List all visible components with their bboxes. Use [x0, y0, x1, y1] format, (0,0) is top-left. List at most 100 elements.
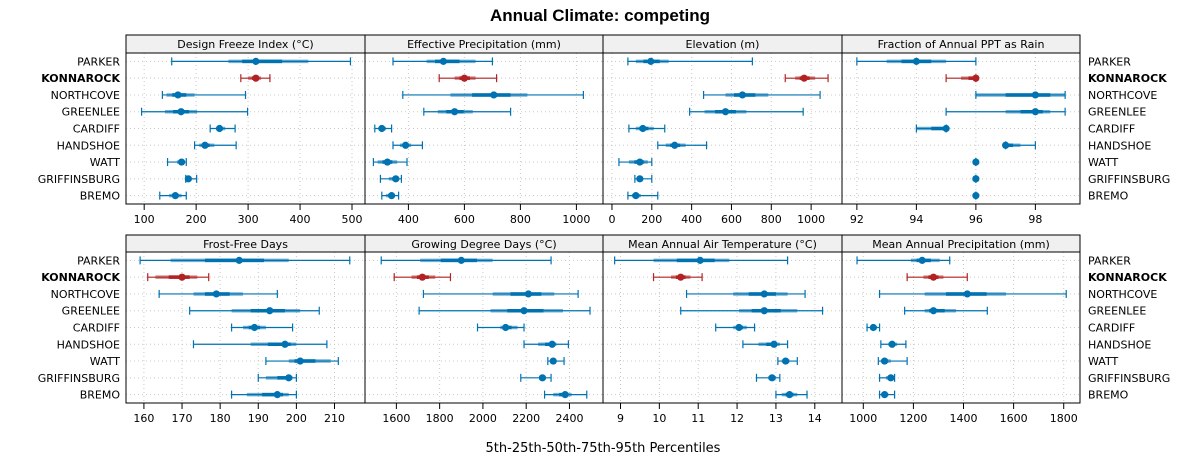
panel-border [125, 52, 366, 205]
percentile-mark [374, 124, 393, 133]
site-label: HANDSHOE [57, 139, 120, 152]
median-point [800, 74, 808, 82]
x-tick-label: 200 [186, 213, 207, 226]
percentile-mark [392, 141, 423, 150]
percentile-mark [775, 390, 808, 399]
percentile-mark [380, 256, 552, 265]
x-tick-label: 600 [454, 213, 475, 226]
x-tick-label: 0 [608, 213, 615, 226]
x-tick-label: 190 [248, 412, 269, 425]
percentile-mark [158, 289, 278, 298]
percentile-mark [866, 323, 881, 332]
x-tick-label: 600 [721, 213, 742, 226]
median-point [235, 256, 243, 264]
site-label: CARDIFF [73, 123, 120, 136]
panel-title: Fraction of Annual PPT as Rain [878, 38, 1045, 51]
site-label: HANDSHOE [1088, 338, 1151, 351]
median-point [388, 192, 396, 200]
panel-border [841, 251, 1081, 404]
median-point [538, 374, 547, 382]
percentile-mark [878, 390, 896, 399]
site-label: GRIFFINSBURG [1088, 372, 1170, 385]
percentile-mark [520, 373, 552, 382]
site-label: KONNAROCK [1088, 271, 1167, 284]
median-point [888, 340, 896, 348]
median-point [174, 91, 182, 99]
percentile-mark [904, 306, 988, 315]
percentile-mark [680, 306, 824, 315]
percentile-mark [189, 306, 320, 315]
median-point [451, 108, 459, 116]
median-point [942, 124, 950, 133]
percentile-mark [423, 107, 512, 116]
x-tick-label: 160 [133, 412, 154, 425]
median-point [378, 124, 386, 133]
panel-title: Frost-Free Days [203, 238, 288, 251]
x-tick-label: 14 [808, 412, 822, 425]
percentile-mark [878, 373, 896, 382]
chart-title: Annual Climate: competing [490, 6, 710, 25]
site-label: CARDIFF [1088, 322, 1135, 335]
site-label: BREMO [80, 190, 121, 203]
median-point [296, 357, 304, 365]
median-point [963, 290, 971, 298]
median-point [457, 256, 465, 264]
percentile-mark [614, 256, 789, 265]
percentile-mark [543, 390, 588, 399]
median-point [632, 192, 640, 200]
median-point [184, 175, 192, 183]
median-point [266, 307, 274, 315]
median-point [250, 323, 259, 332]
percentile-mark [652, 273, 703, 282]
site-label: GRIFFINSBURG [1088, 173, 1170, 186]
percentile-mark [972, 191, 980, 200]
median-point [252, 57, 260, 65]
panel: Design Freeze Index (°C) 100 200 300 400 500 P… [38, 34, 366, 226]
median-point [418, 273, 426, 281]
median-point [972, 192, 980, 200]
site-label: CARDIFF [73, 322, 120, 335]
x-tick-label: 1600 [1000, 412, 1028, 425]
panel-border [841, 52, 1081, 205]
median-point [178, 273, 186, 281]
site-label: NORTHCOVE [1088, 288, 1157, 301]
percentile-mark [230, 323, 294, 332]
percentile-mark [438, 74, 498, 83]
site-label: KONNAROCK [41, 72, 120, 85]
median-point [548, 340, 556, 348]
x-tick-label: 1000 [797, 213, 825, 226]
panel: Mean Annual Precipitation (mm) 1000 1200 14… [841, 234, 1170, 425]
x-tick-label: 200 [641, 213, 662, 226]
percentile-mark [422, 289, 579, 298]
percentile-mark [393, 273, 452, 282]
median-point [918, 256, 926, 264]
panels: Design Freeze Index (°C)100 200 300 400 500P… [38, 34, 1170, 425]
x-tick-label: 400 [290, 213, 311, 226]
percentile-mark [230, 390, 297, 399]
site-label: WATT [1088, 355, 1118, 368]
panel-title: Mean Annual Precipitation (mm) [872, 238, 1049, 251]
panel-title: Design Freeze Index (°C) [177, 38, 313, 51]
x-tick-label: 170 [172, 412, 193, 425]
x-tick-label: 400 [681, 213, 702, 226]
percentile-mark [618, 158, 653, 167]
panel: Elevation (m) 0 200 400 600 800 1000 [602, 34, 843, 226]
x-tick-label: 180 [210, 412, 231, 425]
median-point [549, 357, 557, 365]
site-label: PARKER [1088, 55, 1131, 68]
percentile-mark [1002, 141, 1036, 150]
site-label: GRIFFINSBURG [38, 173, 120, 186]
percentile-mark [634, 174, 653, 183]
median-point [177, 108, 185, 116]
site-label: GRIFFINSBURG [38, 372, 120, 385]
panel-title: Mean Annual Air Temperature (°C) [628, 238, 817, 251]
percentile-mark [147, 273, 210, 282]
x-tick-label: 98 [1028, 213, 1042, 226]
median-point [636, 158, 644, 166]
x-tick-label: 1000 [849, 412, 877, 425]
percentile-mark [742, 340, 789, 349]
median-point [524, 290, 532, 298]
percentile-mark [877, 357, 908, 366]
site-label: KONNAROCK [41, 271, 120, 284]
site-label: PARKER [77, 55, 120, 68]
